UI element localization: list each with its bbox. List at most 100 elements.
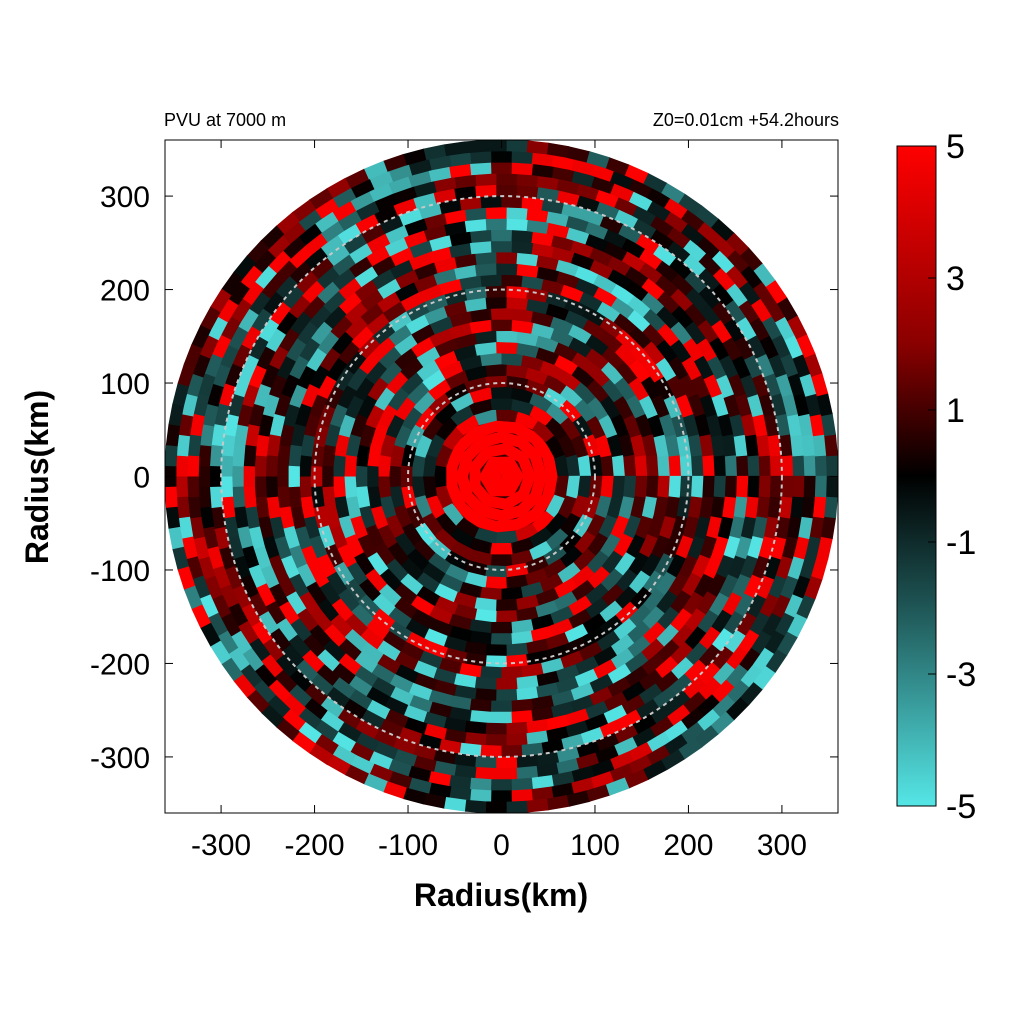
heatmap-cell [413, 660, 438, 680]
heatmap-cell [685, 641, 709, 666]
heatmap-cell [697, 267, 721, 292]
heatmap-cell [366, 233, 391, 254]
heatmap-cell [305, 581, 328, 606]
heatmap-cell [511, 537, 535, 555]
heatmap-cell [207, 612, 229, 637]
heatmap-cell [474, 251, 497, 265]
heatmap-cell [671, 624, 695, 648]
heatmap-cell [398, 208, 423, 227]
heatmap-cell [657, 639, 681, 663]
heatmap-cell [590, 771, 615, 789]
heatmap-cell [287, 295, 311, 319]
heatmap-cell [666, 240, 691, 263]
heatmap-cell [406, 381, 430, 405]
heatmap-cell [364, 360, 387, 385]
heatmap-cell [273, 536, 292, 561]
heatmap-cell [233, 555, 252, 580]
heatmap-cell [400, 558, 424, 582]
heatmap-cell [385, 514, 405, 539]
heatmap-cell [344, 168, 369, 189]
heatmap-cell [439, 573, 464, 594]
heatmap-cell [535, 334, 559, 353]
heatmap-cell [565, 720, 590, 738]
heatmap-cell [338, 515, 356, 540]
heatmap-cell [345, 434, 362, 458]
heatmap-cell [485, 722, 508, 735]
heatmap-cell [267, 250, 291, 274]
heatmap-cell [625, 394, 646, 419]
heatmap-cell [393, 424, 412, 449]
heatmap-cell [753, 665, 776, 690]
heatmap-cell [413, 434, 432, 459]
heatmap-cell [642, 340, 666, 365]
heatmap-cell [329, 403, 348, 428]
heatmap-cell [590, 163, 614, 182]
heatmap-cell [665, 495, 681, 519]
heatmap-cell [184, 585, 203, 610]
heatmap-cell [506, 721, 529, 735]
heatmap-cell [204, 575, 223, 600]
heatmap-cell [638, 261, 663, 284]
heatmap-cell [429, 618, 454, 638]
heatmap-cell [559, 384, 584, 407]
heatmap-cell [728, 555, 747, 580]
heatmap-cell [574, 530, 597, 555]
heatmap-cell [621, 694, 646, 716]
range-ring [313, 288, 690, 665]
heatmap-cell [691, 554, 711, 579]
heatmap-cell [729, 515, 746, 539]
heatmap-cell [443, 300, 467, 318]
heatmap-cell [521, 196, 544, 211]
heatmap-cell [681, 356, 703, 381]
heatmap-cell [526, 730, 549, 745]
heatmap-cell [356, 335, 380, 360]
heatmap-cell [364, 524, 385, 549]
heatmap-cell [601, 550, 624, 575]
heatmap-cell [708, 336, 730, 361]
heatmap-cell [592, 273, 617, 294]
heatmap-cell [387, 324, 412, 347]
heatmap-cell [529, 540, 554, 561]
heatmap-cell [809, 413, 825, 437]
heatmap-cell [468, 537, 493, 555]
heatmap-cell [434, 338, 458, 358]
heatmap-cell [598, 414, 618, 439]
heatmap-cell [269, 516, 286, 540]
heatmap-cell [414, 522, 437, 547]
heatmap-cell [716, 554, 735, 579]
heatmap-cell [489, 476, 502, 487]
heatmap-cell [632, 218, 657, 239]
heatmap-cell [615, 328, 639, 352]
heatmap-cell [248, 291, 271, 316]
heatmap-cell [285, 591, 307, 616]
heatmap-cell [357, 594, 381, 618]
heatmap-cell [366, 377, 389, 402]
heatmap-cell [657, 475, 671, 498]
heatmap-cell [678, 554, 699, 579]
heatmap-cell [366, 618, 390, 641]
heatmap-cell [558, 494, 578, 520]
heatmap-cell [655, 259, 679, 283]
heatmap-cell [485, 285, 507, 298]
heatmap-cell [455, 502, 480, 526]
heatmap-cell [501, 666, 524, 679]
heatmap-cell [449, 695, 472, 711]
heatmap-cell [240, 265, 263, 290]
heatmap-cell [640, 375, 662, 400]
heatmap-cell [444, 370, 469, 390]
heatmap-cell [353, 265, 378, 288]
heatmap-cell [664, 720, 689, 742]
heatmap-cell [394, 269, 419, 289]
heatmap-cell [702, 454, 716, 477]
plot-area: -300 -200 -100 0 100 200 300 300 200 100 0 -100 -20… [90, 139, 839, 862]
heatmap-cell [281, 285, 305, 310]
heatmap-cell [325, 244, 350, 267]
heatmap-cell [453, 264, 477, 280]
heatmap-cell [193, 393, 210, 417]
heatmap-cell [172, 383, 189, 407]
heatmap-cell [699, 626, 722, 650]
heatmap-cell [752, 515, 769, 539]
heatmap-cell [750, 297, 773, 323]
heatmap-cell [371, 677, 396, 698]
heatmap-cell [344, 578, 367, 603]
